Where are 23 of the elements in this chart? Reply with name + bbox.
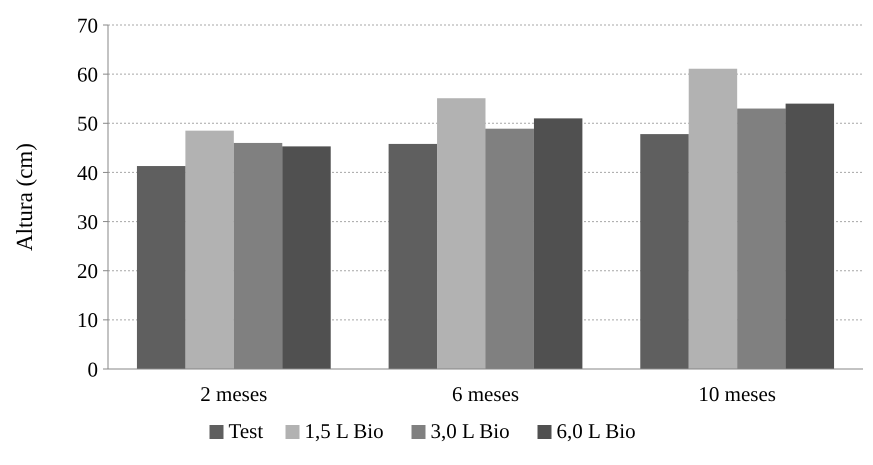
- legend-label: Test: [228, 419, 264, 443]
- bar: [388, 144, 438, 369]
- bar: [534, 118, 582, 369]
- legend-label: 1,5 L Bio: [304, 419, 384, 443]
- legend-label: 3,0 L Bio: [430, 419, 510, 443]
- y-tick-label: 40: [77, 160, 98, 185]
- bar: [640, 134, 689, 369]
- y-axis-title: Altura (cm): [12, 143, 37, 251]
- legend-label: 6,0 L Bio: [556, 419, 636, 443]
- x-tick-label: 6 meses: [452, 382, 520, 406]
- y-tick-label: 0: [88, 357, 98, 382]
- y-tick-label: 30: [77, 210, 98, 234]
- y-tick-label: 70: [77, 13, 98, 38]
- bar: [282, 146, 331, 369]
- x-tick-label: 10 meses: [698, 382, 776, 406]
- x-tick-label: 2 meses: [200, 382, 268, 406]
- y-tick-label: 20: [77, 259, 98, 284]
- bar: [185, 130, 234, 369]
- y-tick-label: 60: [77, 62, 98, 86]
- bar: [786, 104, 834, 369]
- y-tick-label: 10: [77, 308, 98, 332]
- bar: [136, 166, 186, 369]
- y-tick-label: 50: [77, 112, 98, 136]
